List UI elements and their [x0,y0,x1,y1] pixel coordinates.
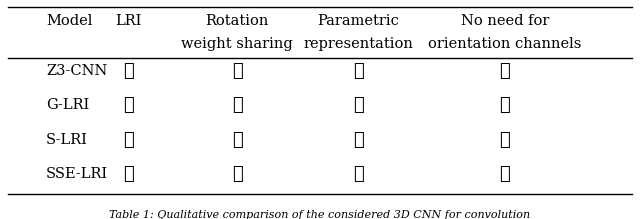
Text: representation: representation [303,37,413,51]
Text: ✗: ✗ [353,96,364,115]
Text: Model: Model [46,14,92,28]
Text: Z3-CNN: Z3-CNN [46,64,108,78]
Text: ✗: ✗ [499,96,510,115]
Text: ✗: ✗ [353,62,364,80]
Text: ✓: ✓ [232,131,243,149]
Text: Table 1: Qualitative comparison of the considered 3D CNN for convolution: Table 1: Qualitative comparison of the c… [109,210,531,219]
Text: No need for: No need for [461,14,549,28]
Text: G-LRI: G-LRI [46,99,89,113]
Text: ✓: ✓ [353,131,364,149]
Text: ✗: ✗ [124,62,134,80]
Text: S-LRI: S-LRI [46,133,88,147]
Text: orientation channels: orientation channels [428,37,582,51]
Text: ✗: ✗ [232,62,243,80]
Text: ✓: ✓ [353,165,364,183]
Text: ✓: ✓ [124,96,134,115]
Text: ✗: ✗ [499,131,510,149]
Text: ✓: ✓ [499,62,510,80]
Text: LRI: LRI [116,14,142,28]
Text: ✓: ✓ [232,96,243,115]
Text: weight sharing: weight sharing [181,37,293,51]
Text: Rotation: Rotation [205,14,269,28]
Text: Parametric: Parametric [317,14,399,28]
Text: ✓: ✓ [499,165,510,183]
Text: ✓: ✓ [232,165,243,183]
Text: ✓: ✓ [124,131,134,149]
Text: ✓: ✓ [124,165,134,183]
Text: SSE-LRI: SSE-LRI [46,167,108,181]
